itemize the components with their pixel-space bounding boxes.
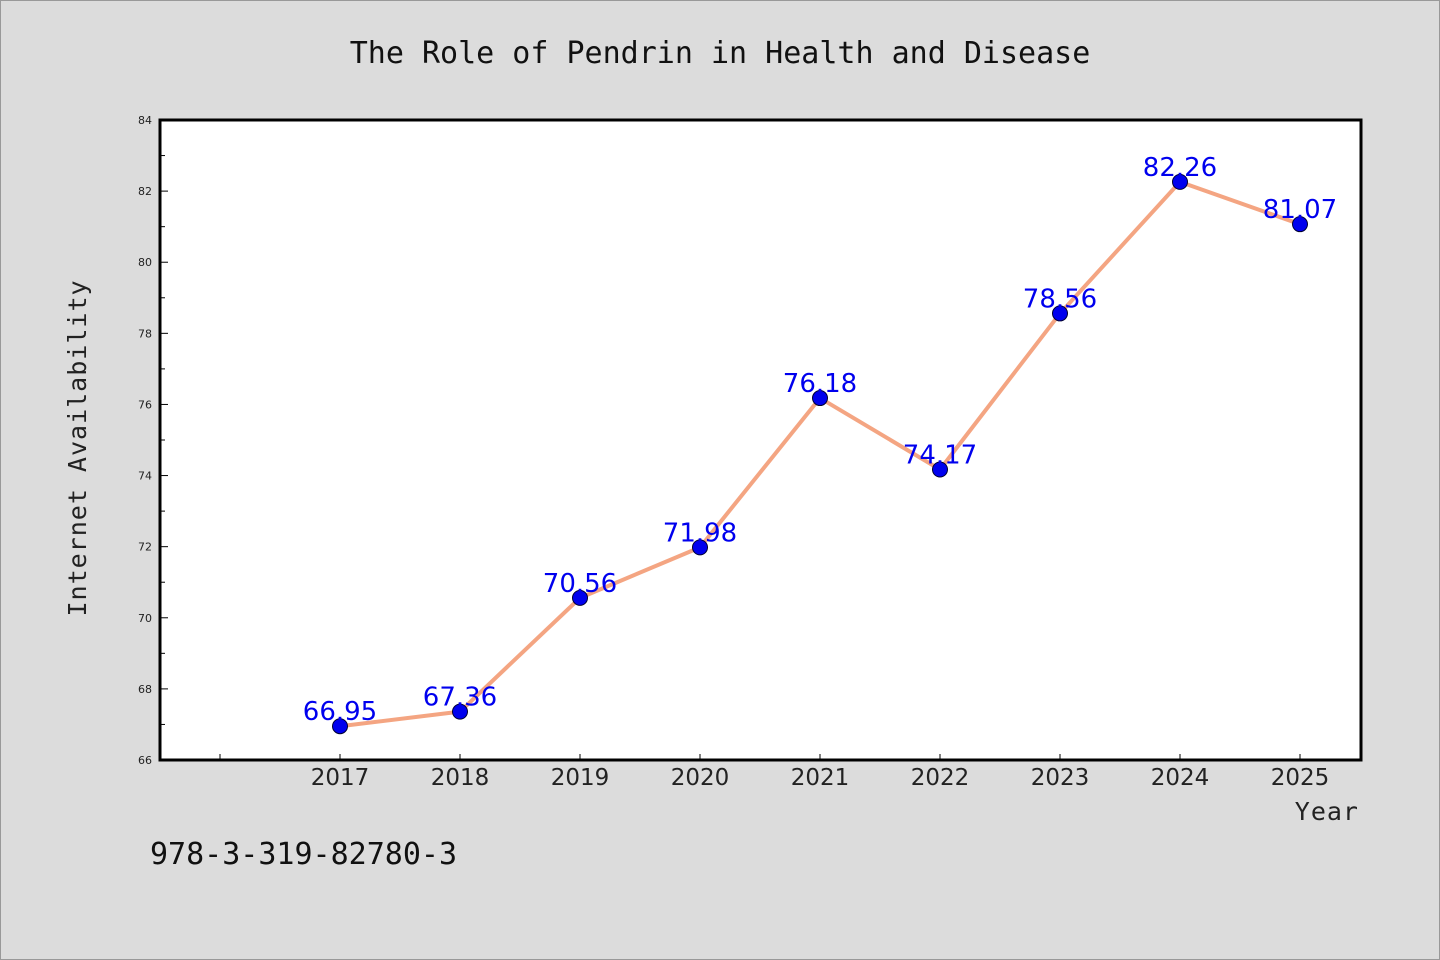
data-point-marker <box>572 589 588 606</box>
x-tick-label: 2020 <box>671 765 730 791</box>
x-tick-label: 2022 <box>911 765 970 791</box>
isbn-footer-text: 978-3-319-82780-3 <box>150 837 457 872</box>
y-tick-label: 74 <box>138 470 152 483</box>
data-label: 66.95 <box>303 697 377 727</box>
data-point-marker <box>452 703 468 720</box>
data-label-group: 66.95 67.36 70.56 71.98 76.18 74.17 78.56 82.26… <box>303 153 1337 727</box>
data-point-marker <box>1052 305 1068 322</box>
x-axis: 2017 2018 2019 2020 2021 2022 2023 2024 2025 <box>219 754 1330 791</box>
chart-title: The Role of Pendrin in Health and Diseas… <box>350 36 1091 71</box>
y-tick-label: 82 <box>138 185 152 198</box>
data-label: 70.56 <box>543 569 617 599</box>
y-tick-label: 66 <box>138 754 152 767</box>
data-point-marker <box>1172 173 1188 190</box>
x-tick-label: 2017 <box>311 765 370 791</box>
y-axis: 66 68 70 72 74 76 78 80 82 84 <box>138 114 168 767</box>
x-tick-label: 2018 <box>431 765 490 791</box>
y-tick-label: 68 <box>138 683 152 696</box>
x-tick-label: 2025 <box>1271 765 1330 791</box>
data-point-marker <box>332 718 348 735</box>
x-tick-label: 2024 <box>1151 765 1210 791</box>
y-tick-label: 80 <box>138 256 152 269</box>
y-tick-label: 84 <box>138 114 152 127</box>
y-tick-label: 76 <box>138 398 152 411</box>
y-tick-label: 70 <box>138 612 152 625</box>
data-label: 71.98 <box>663 518 737 548</box>
data-label: 74.17 <box>903 441 977 471</box>
x-tick-label: 2021 <box>791 765 850 791</box>
series-line-group <box>332 173 1308 735</box>
y-tick-label: 72 <box>138 541 152 554</box>
y-tick-label: 78 <box>138 327 152 340</box>
x-tick-label: 2019 <box>551 765 610 791</box>
x-tick-label: 2023 <box>1031 765 1090 791</box>
data-label: 82.26 <box>1143 153 1217 183</box>
data-label: 81.07 <box>1263 195 1337 225</box>
data-point-marker <box>1292 216 1308 233</box>
data-label: 78.56 <box>1023 284 1097 314</box>
y-axis-label: Internet Availability <box>63 279 92 616</box>
data-point-marker <box>932 461 948 478</box>
plot-area <box>158 118 1363 762</box>
x-axis-label: Year <box>1295 797 1359 826</box>
data-label: 67.36 <box>423 683 497 713</box>
data-point-marker <box>812 390 828 407</box>
data-point-marker <box>692 539 708 556</box>
data-label: 76.18 <box>783 369 857 399</box>
